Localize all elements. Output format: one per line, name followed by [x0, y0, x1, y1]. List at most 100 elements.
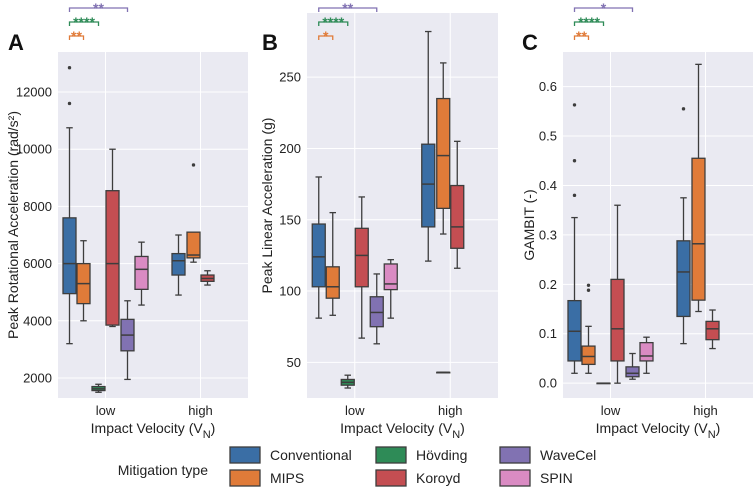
box-high-mips	[691, 63, 706, 313]
box-low-conventional	[62, 66, 77, 345]
x-tick-label: high	[438, 403, 463, 418]
outlier-point	[67, 101, 72, 106]
box-high-conventional	[676, 107, 691, 345]
box-high-koroyd	[705, 309, 720, 350]
box-body	[705, 320, 720, 341]
box-low-hovding	[596, 382, 611, 385]
significance-label: *	[323, 28, 329, 44]
legend-label: Hövding	[416, 447, 467, 463]
plot-area	[563, 52, 753, 398]
box-high-conventional	[421, 30, 436, 262]
box-low-hovding	[340, 374, 355, 389]
box-low-spin	[134, 241, 149, 306]
legend-swatch	[499, 446, 531, 464]
significance-label: **	[342, 0, 353, 16]
outlier-point	[191, 163, 196, 167]
legend-label: Koroyd	[416, 470, 460, 486]
box-low-koroyd	[354, 196, 369, 339]
panel-letter: C	[522, 30, 538, 55]
x-axis-label-main: Impact Velocity (V	[340, 420, 453, 436]
box-body	[134, 255, 149, 290]
outlier-point	[572, 159, 577, 163]
y-axis-label: Peak Linear Acceleration (g)	[259, 118, 275, 294]
y-tick-label: 2000	[23, 370, 52, 385]
significance-mips: *	[318, 28, 334, 44]
significance-bracket	[573, 7, 634, 12]
outlier-point	[681, 107, 686, 111]
significance-bracket	[318, 35, 334, 40]
x-tick-label: high	[188, 403, 213, 418]
x-axis-label: Impact Velocity (VN)	[596, 420, 721, 441]
box-body	[383, 263, 398, 291]
significance-label: **	[93, 0, 104, 16]
legend-label: Conventional	[270, 447, 352, 463]
y-tick-label: 150	[279, 212, 301, 227]
significance-bracket	[573, 35, 590, 40]
legend: Mitigation type Conventional MIPS Hövding Ko…	[118, 446, 596, 487]
significance-hovding: ****	[68, 14, 100, 30]
legend-item-hovding: Hövding	[375, 446, 467, 464]
outlier-point	[572, 103, 577, 107]
legend-title: Mitigation type	[118, 462, 208, 478]
box-low-mips	[76, 240, 91, 322]
box-low-mips	[325, 211, 340, 316]
box-low-spin	[639, 336, 654, 374]
box-low-mips	[581, 283, 596, 374]
panel-b: 50 100 150 200 250 low high Impact Velocity (VN…	[259, 0, 498, 441]
y-tick-label: 250	[279, 70, 301, 85]
y-axis-label: Peak Rotational Acceleration (rad/s²)	[5, 111, 21, 339]
box-body	[625, 366, 640, 378]
outlier-point	[67, 66, 72, 70]
box-low-koroyd	[105, 148, 120, 328]
box-body	[354, 227, 369, 288]
significance-label: ****	[578, 14, 600, 30]
significance-mips: **	[573, 28, 590, 44]
box-body	[311, 223, 326, 288]
x-axis-label-close: )	[716, 420, 721, 436]
legend-item-mips: MIPS	[229, 469, 304, 487]
box-body	[105, 190, 120, 326]
box-body	[171, 252, 186, 276]
x-tick-label: low	[96, 403, 116, 418]
x-axis-label: Impact Velocity (VN)	[91, 420, 216, 441]
y-tick-label: 100	[279, 284, 301, 299]
legend-swatch	[375, 446, 407, 464]
y-tick-label: 10000	[16, 142, 52, 157]
box-body	[436, 97, 451, 210]
significance-bracket	[68, 7, 129, 12]
legend-item-koroyd: Koroyd	[375, 469, 460, 487]
significance-label: ****	[73, 14, 95, 30]
y-tick-label: 4000	[23, 313, 52, 328]
plot-area	[58, 52, 248, 398]
significance-label: **	[576, 28, 587, 44]
x-tick-label: low	[345, 403, 365, 418]
y-tick-label: 0.4	[539, 178, 557, 193]
box-body	[325, 266, 340, 299]
box-low-koroyd	[610, 204, 625, 384]
outlier-point	[586, 283, 591, 288]
legend-swatch	[229, 469, 261, 487]
legend-label: WaveCel	[540, 447, 596, 463]
significance-mips: **	[68, 28, 85, 44]
significance-label: ****	[322, 14, 344, 30]
y-tick-label: 0.1	[539, 326, 557, 341]
y-tick-label: 6000	[23, 256, 52, 271]
y-tick-label: 0.5	[539, 129, 557, 144]
panel-letter: B	[262, 30, 278, 55]
significance-bracket	[318, 7, 378, 12]
legend-swatch	[229, 446, 261, 464]
significance-bracket	[68, 35, 85, 40]
legend-item-wavecel: WaveCel	[499, 446, 596, 464]
legend-item-conventional: Conventional	[229, 446, 352, 464]
significance-wavecel: *	[573, 0, 634, 16]
legend-item-spin: SPIN	[499, 469, 573, 487]
y-tick-label: 0.6	[539, 79, 557, 94]
y-tick-label: 0.3	[539, 227, 557, 242]
box-body	[450, 184, 465, 249]
x-axis-label-subscript: N	[452, 429, 460, 441]
y-tick-label: 8000	[23, 199, 52, 214]
significance-bracket	[68, 21, 100, 26]
box-high-koroyd	[200, 270, 215, 286]
